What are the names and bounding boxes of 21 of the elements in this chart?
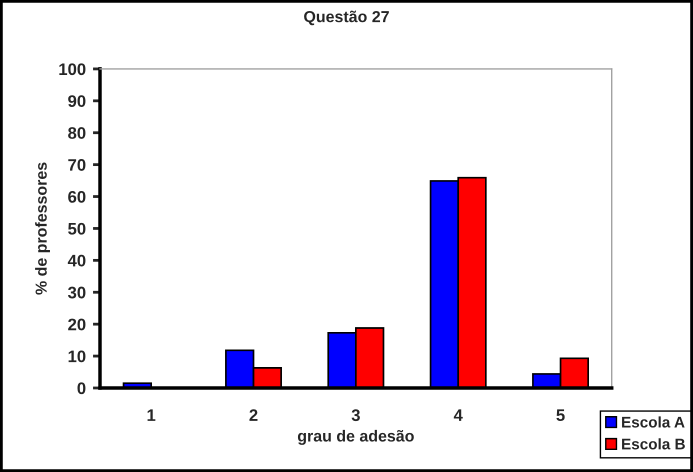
chart-title: Questão 27	[304, 10, 389, 26]
y-tick-label: 100	[59, 63, 86, 76]
y-tick-label: 50	[68, 222, 86, 235]
y-tick-label: 60	[68, 190, 86, 203]
y-tick-label: 30	[68, 286, 86, 298]
y-tick-label: 10	[68, 350, 86, 362]
legend-label: Escola B	[622, 438, 685, 450]
x-axis-title: grau de adesão	[298, 430, 414, 445]
y-axis-title: % de professores	[35, 162, 50, 295]
x-tick-label: 3	[352, 409, 360, 422]
x-tick-label: 1	[148, 409, 156, 421]
x-tick-label: 2	[249, 409, 258, 421]
x-tick-label: 5	[556, 409, 565, 422]
y-tick-label: 40	[68, 254, 86, 267]
legend-label: Escola A	[622, 416, 685, 428]
y-tick-label: 70	[68, 159, 86, 171]
x-tick-label: 4	[454, 409, 463, 421]
y-tick-label: 0	[78, 382, 86, 394]
y-tick-label: 90	[68, 95, 86, 108]
y-tick-label: 20	[68, 318, 86, 330]
y-tick-label: 80	[68, 127, 86, 139]
